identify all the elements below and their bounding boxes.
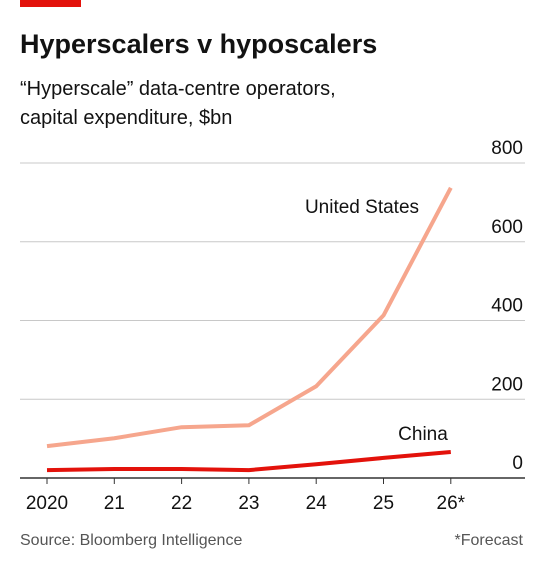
y-tick-label: 400 [491,296,523,317]
series-label: United States [305,197,419,218]
source: Source: Bloomberg Intelligence [20,532,242,549]
series-label: China [398,424,448,445]
x-tick-label: 21 [104,493,125,514]
x-tick-label: 22 [171,493,192,514]
brand-bar [20,0,81,7]
x-tick-label: 24 [306,493,328,514]
series-line [46,186,453,449]
footnote: *Forecast [455,532,524,549]
chart-title: Hyperscalers v hyposcalers [20,29,377,59]
x-tick-label: 23 [238,493,259,514]
x-tick-label: 26* [437,493,466,514]
y-tick-label: 800 [491,138,523,159]
y-tick-label: 0 [512,453,523,474]
series-line [46,450,451,473]
y-tick-label: 200 [491,374,523,395]
y-tick-label: 600 [491,217,523,238]
chart-subtitle: capital expenditure, $bn [20,107,232,129]
chart-subtitle: “Hyperscale” data-centre operators, [20,78,336,100]
x-tick-label: 25 [373,493,394,514]
x-tick-label: 2020 [26,493,68,514]
